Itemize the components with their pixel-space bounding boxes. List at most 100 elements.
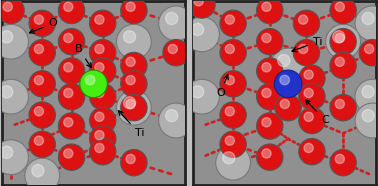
Circle shape [1, 86, 13, 98]
Circle shape [126, 57, 135, 66]
Circle shape [335, 57, 344, 66]
Circle shape [64, 118, 73, 127]
Circle shape [34, 136, 43, 145]
Circle shape [359, 39, 378, 66]
Circle shape [225, 15, 234, 24]
Text: Ti: Ti [292, 37, 322, 52]
Circle shape [64, 63, 73, 72]
Circle shape [184, 17, 219, 52]
Circle shape [330, 94, 356, 121]
Circle shape [29, 71, 56, 97]
Circle shape [29, 39, 56, 66]
Circle shape [304, 88, 313, 98]
Circle shape [335, 154, 344, 164]
Circle shape [330, 52, 356, 79]
Circle shape [58, 144, 85, 170]
Circle shape [95, 15, 104, 24]
Circle shape [355, 6, 378, 41]
Circle shape [262, 149, 271, 158]
Circle shape [335, 33, 344, 43]
Circle shape [34, 107, 43, 116]
Circle shape [335, 99, 344, 109]
Circle shape [362, 12, 374, 25]
Text: O: O [216, 75, 228, 98]
Circle shape [90, 126, 116, 152]
Circle shape [126, 76, 135, 85]
Circle shape [95, 44, 104, 54]
Circle shape [304, 70, 313, 79]
Circle shape [85, 75, 95, 85]
Circle shape [304, 143, 313, 153]
Circle shape [34, 44, 43, 54]
Circle shape [64, 33, 73, 43]
Circle shape [90, 107, 116, 134]
Circle shape [95, 143, 104, 153]
Circle shape [90, 58, 116, 84]
Circle shape [34, 15, 43, 24]
Circle shape [299, 84, 325, 110]
Circle shape [189, 0, 215, 18]
Circle shape [225, 136, 234, 145]
Circle shape [223, 152, 235, 164]
Circle shape [216, 145, 251, 180]
Circle shape [126, 99, 135, 109]
Text: Ti: Ti [118, 111, 144, 138]
Circle shape [58, 84, 85, 110]
Circle shape [0, 79, 28, 114]
Circle shape [159, 103, 194, 138]
Circle shape [299, 138, 325, 165]
Circle shape [355, 103, 378, 138]
Text: C: C [305, 100, 328, 126]
Circle shape [95, 88, 104, 98]
Circle shape [271, 48, 305, 83]
Circle shape [121, 52, 147, 79]
Text: B: B [75, 44, 91, 68]
Circle shape [362, 110, 374, 122]
Circle shape [274, 70, 302, 98]
Circle shape [121, 150, 147, 176]
Circle shape [121, 94, 147, 121]
Circle shape [262, 88, 271, 98]
Circle shape [364, 44, 374, 54]
Circle shape [29, 131, 56, 158]
Circle shape [293, 10, 320, 36]
Circle shape [220, 102, 246, 128]
Circle shape [64, 88, 73, 98]
Circle shape [95, 63, 104, 72]
Circle shape [220, 71, 246, 97]
Circle shape [220, 10, 246, 36]
Circle shape [262, 63, 271, 72]
Circle shape [90, 138, 116, 165]
Circle shape [58, 58, 85, 84]
Circle shape [90, 84, 116, 110]
Circle shape [225, 76, 234, 85]
Circle shape [293, 39, 320, 66]
Circle shape [335, 2, 344, 11]
Circle shape [326, 24, 361, 59]
Circle shape [121, 0, 147, 24]
Circle shape [280, 99, 290, 109]
Circle shape [257, 84, 283, 110]
Circle shape [126, 2, 135, 11]
Circle shape [80, 70, 107, 98]
Text: O: O [29, 18, 57, 33]
Circle shape [29, 10, 56, 36]
Circle shape [299, 107, 325, 134]
Circle shape [34, 76, 43, 85]
Circle shape [1, 146, 13, 158]
Circle shape [116, 24, 151, 59]
Circle shape [257, 0, 283, 24]
Circle shape [90, 10, 116, 36]
Circle shape [299, 44, 308, 54]
Circle shape [299, 15, 308, 24]
Circle shape [58, 28, 85, 55]
Circle shape [0, 24, 28, 59]
Circle shape [29, 102, 56, 128]
Circle shape [257, 144, 283, 170]
Circle shape [225, 107, 234, 116]
Circle shape [184, 79, 219, 114]
Circle shape [275, 94, 301, 121]
Circle shape [192, 86, 204, 98]
Circle shape [168, 44, 177, 54]
Circle shape [124, 97, 136, 109]
